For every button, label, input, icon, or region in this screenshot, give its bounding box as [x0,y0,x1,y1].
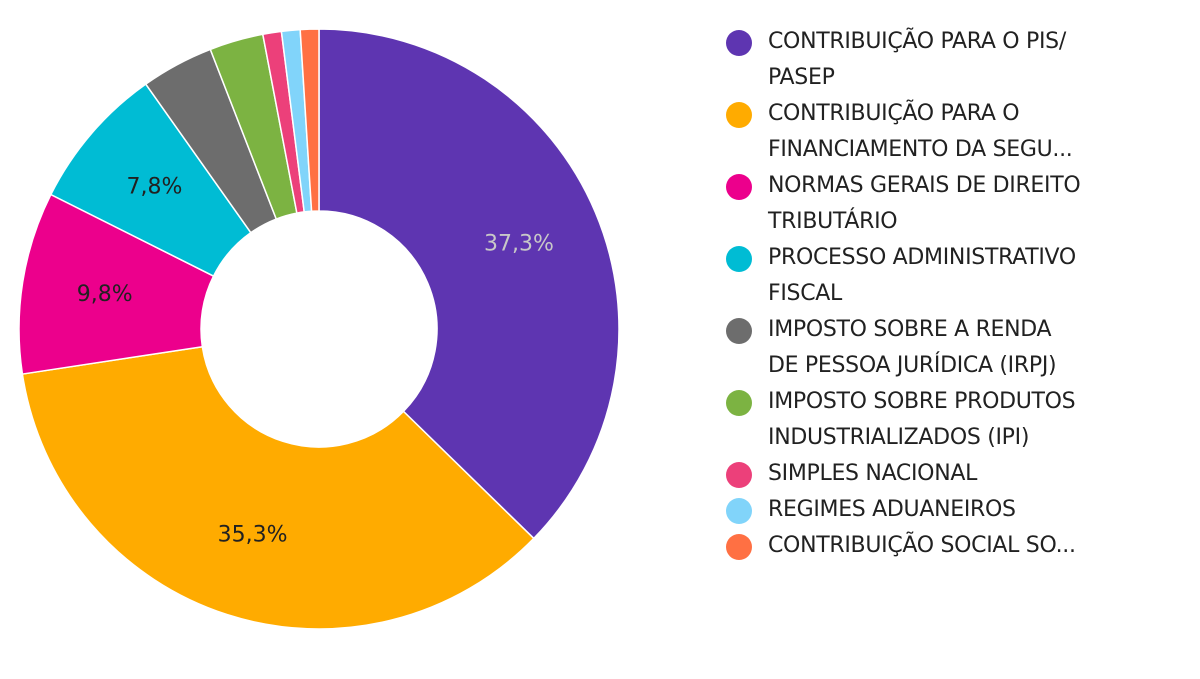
legend-label: CONTRIBUIÇÃO PARA O FINANCIAMENTO DA SEG… [768,101,1073,162]
legend-label: CONTRIBUIÇÃO PARA O PIS/ PASEP [768,29,1066,90]
slice-label-contribuicao-para-o-financiamento-da-segu: 35,3% [218,523,288,548]
legend-item-contribuicao-social-so[interactable]: CONTRIBUIÇÃO SOCIAL SO... [726,528,1176,564]
legend-swatch [726,102,752,128]
legend-item-imposto-sobre-a-renda-de-pessoa-juridica-irpj[interactable]: IMPOSTO SOBRE A RENDA DE PESSOA JURÍDICA… [726,312,1176,384]
legend-swatch [726,174,752,200]
legend-swatch [726,246,752,272]
legend-item-contribuicao-para-o-financiamento-da-segu[interactable]: CONTRIBUIÇÃO PARA O FINANCIAMENTO DA SEG… [726,96,1176,168]
chart-legend: CONTRIBUIÇÃO PARA O PIS/ PASEP CONTRIBUIÇ… [726,24,1176,564]
donut-chart-svg: 37,3% 35,3% 9,8% 7,8% [18,28,620,630]
slice-contribuicao-para-o-financiamento-da-segu[interactable] [21,345,535,630]
legend-swatch [726,498,752,524]
legend-swatch [726,318,752,344]
legend-item-processo-administrativo-fiscal[interactable]: PROCESSO ADMINISTRATIVO FISCAL [726,240,1176,312]
legend-label: PROCESSO ADMINISTRATIVO FISCAL [768,245,1076,306]
legend-item-imposto-sobre-produtos-industrializados-ipi[interactable]: IMPOSTO SOBRE PRODUTOS INDUSTRIALIZADOS … [726,384,1176,456]
slice-label-normas-gerais-de-direito-tributario: 9,8% [77,282,133,307]
legend-swatch [726,390,752,416]
legend-label: IMPOSTO SOBRE A RENDA DE PESSOA JURÍDICA… [768,317,1057,378]
legend-swatch [726,534,752,560]
slice-contribuicao-social-so[interactable] [299,28,320,213]
slice-label-processo-administrativo-fiscal: 7,8% [126,175,182,200]
legend-swatch [726,462,752,488]
slice-label-contribuicao-para-o-pis-pasep: 37,3% [484,232,554,257]
slice-contribuicao-para-o-pis-pasep[interactable] [318,28,620,540]
legend-label: REGIMES ADUANEIROS [768,497,1016,522]
legend-swatch [726,30,752,56]
legend-label: SIMPLES NACIONAL [768,461,978,486]
legend-label: CONTRIBUIÇÃO SOCIAL SO... [768,533,1076,558]
legend-label: NORMAS GERAIS DE DIREITO TRIBUTÁRIO [768,173,1081,234]
legend-item-simples-nacional[interactable]: SIMPLES NACIONAL [726,456,1176,492]
legend-label: IMPOSTO SOBRE PRODUTOS INDUSTRIALIZADOS … [768,389,1076,450]
legend-item-normas-gerais-de-direito-tributario[interactable]: NORMAS GERAIS DE DIREITO TRIBUTÁRIO [726,168,1176,240]
legend-item-regimes-aduaneiros[interactable]: REGIMES ADUANEIROS [726,492,1176,528]
legend-item-contribuicao-para-o-pis-pasep[interactable]: CONTRIBUIÇÃO PARA O PIS/ PASEP [726,24,1176,96]
donut-chart: 37,3% 35,3% 9,8% 7,8% [18,28,620,630]
